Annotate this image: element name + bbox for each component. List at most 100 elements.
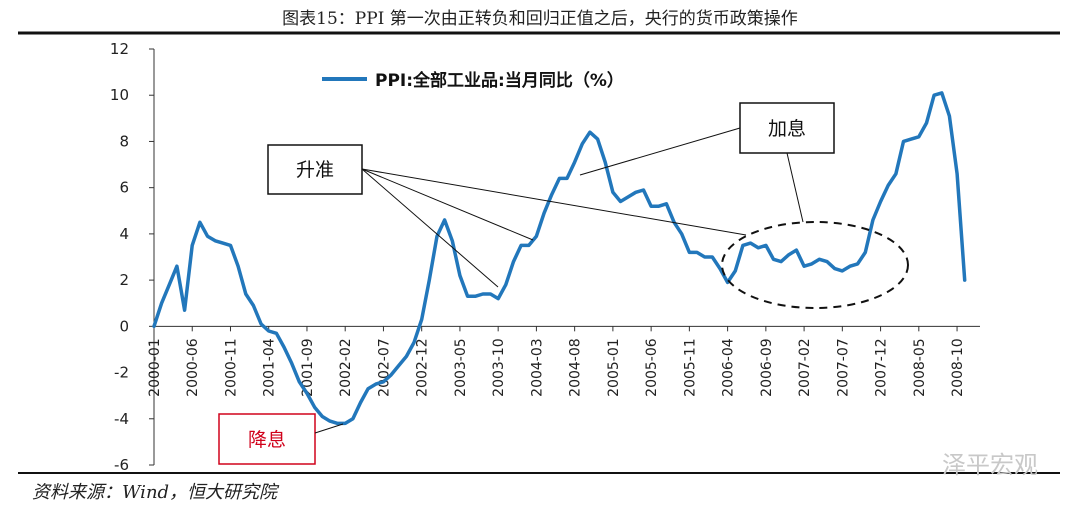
- hike-pointer-1: [579, 127, 741, 176]
- data-point: [803, 265, 806, 268]
- data-point: [306, 392, 309, 395]
- data-point: [260, 323, 263, 326]
- data-point: [948, 115, 951, 118]
- data-point: [956, 172, 959, 175]
- data-point: [481, 293, 484, 296]
- data-point: [175, 265, 178, 268]
- data-point: [275, 332, 278, 335]
- data-point: [458, 274, 461, 277]
- hike-period-ellipse: [721, 221, 909, 309]
- data-point: [290, 362, 293, 365]
- data-point: [397, 364, 400, 367]
- y-tick-label: 4: [119, 225, 129, 243]
- x-tick-label: 2007-12: [874, 338, 890, 397]
- rate-hike-label: 加息: [768, 118, 806, 140]
- data-point: [940, 91, 943, 94]
- x-tick-label: 2007-07: [835, 338, 851, 397]
- data-point: [657, 205, 660, 208]
- x-tick-label: 2005-06: [644, 338, 660, 397]
- data-point: [497, 297, 500, 300]
- rrr-hike-annotation: 升准: [267, 144, 747, 288]
- data-point: [818, 258, 821, 261]
- rrr-pointer-2: [361, 168, 534, 241]
- rate-hike-annotation: 加息: [579, 102, 909, 309]
- y-tick-label: -6: [114, 456, 129, 474]
- y-tick-label: 6: [119, 179, 129, 197]
- data-point: [864, 251, 867, 254]
- x-tick-label: 2008-10: [950, 338, 966, 397]
- data-point: [795, 249, 798, 252]
- data-point: [474, 295, 477, 298]
- data-point: [550, 193, 553, 196]
- data-point: [780, 260, 783, 263]
- data-point: [711, 256, 714, 259]
- y-tick-label: 2: [119, 271, 129, 289]
- data-point: [420, 318, 423, 321]
- x-tick-label: 2005-01: [606, 338, 622, 397]
- x-tick-label: 2003-10: [491, 338, 507, 397]
- data-point: [237, 265, 240, 268]
- data-point: [504, 283, 507, 286]
- data-point: [627, 195, 630, 198]
- data-point: [405, 355, 408, 358]
- x-tick-label: 2003-05: [453, 338, 469, 397]
- x-tick-label: 2001-09: [300, 338, 316, 397]
- data-point: [267, 330, 270, 333]
- x-tick-label: 2002-07: [376, 338, 392, 397]
- data-point: [214, 239, 217, 242]
- data-point: [535, 235, 538, 238]
- series-group: [152, 91, 967, 426]
- data-point: [543, 212, 546, 215]
- data-point: [153, 325, 156, 328]
- data-point: [527, 244, 530, 247]
- data-point: [466, 295, 469, 298]
- data-point: [313, 406, 316, 409]
- data-point: [198, 221, 201, 224]
- data-point: [206, 235, 209, 238]
- x-tick-label: 2006-09: [759, 338, 775, 397]
- rrr-hike-label: 升准: [296, 159, 334, 181]
- data-point: [703, 256, 706, 259]
- data-point: [588, 131, 591, 134]
- source-note: 资料来源：Wind，恒大研究院: [32, 482, 280, 503]
- data-point: [321, 415, 324, 418]
- x-tick-label: 2004-08: [568, 338, 584, 397]
- data-point: [963, 279, 966, 282]
- x-tick-label: 2000-11: [223, 338, 239, 397]
- data-point: [933, 94, 936, 97]
- data-point: [925, 122, 928, 125]
- data-point: [229, 244, 232, 247]
- data-point: [665, 202, 668, 205]
- rate-cut-annotation: 降息: [218, 413, 344, 465]
- y-tick-label: 12: [110, 40, 129, 58]
- rate-hike-box: [739, 102, 835, 154]
- data-point: [443, 219, 446, 222]
- rrr-pointer-1: [361, 168, 499, 288]
- rrr-pointer-3: [361, 168, 747, 236]
- data-point: [183, 309, 186, 312]
- y-tick-label: -2: [114, 364, 129, 382]
- data-point: [336, 422, 339, 425]
- x-tick-label: 2002-12: [415, 338, 431, 397]
- legend: PPI:全部工业品:当月同比（%）: [322, 70, 624, 91]
- rate-cut-label: 降息: [248, 429, 286, 451]
- rrr-hike-box: [267, 144, 363, 195]
- data-point: [841, 269, 844, 272]
- x-tick-label: 2000-01: [147, 338, 163, 397]
- data-point: [741, 244, 744, 247]
- data-point: [902, 140, 905, 143]
- x-tick-label: 2008-05: [912, 338, 928, 397]
- data-point: [757, 246, 760, 249]
- data-point: [298, 380, 301, 383]
- cut-pointer: [314, 423, 344, 434]
- data-point: [344, 422, 347, 425]
- x-tick-label: 2006-04: [721, 338, 737, 397]
- hike-pointer-2: [786, 152, 804, 223]
- data-point: [619, 200, 622, 203]
- y-tick-label: 10: [110, 86, 129, 104]
- data-point: [489, 293, 492, 296]
- data-point: [581, 142, 584, 145]
- data-point: [772, 258, 775, 261]
- data-point: [611, 191, 614, 194]
